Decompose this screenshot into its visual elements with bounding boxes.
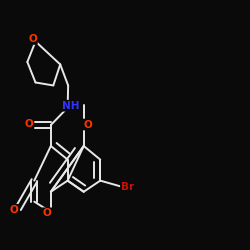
Text: O: O [83, 120, 92, 130]
Text: O: O [42, 208, 51, 218]
Text: NH: NH [62, 101, 79, 111]
Text: O: O [28, 34, 37, 44]
Text: Br: Br [121, 182, 134, 192]
Text: O: O [25, 118, 34, 128]
Text: O: O [10, 205, 18, 215]
